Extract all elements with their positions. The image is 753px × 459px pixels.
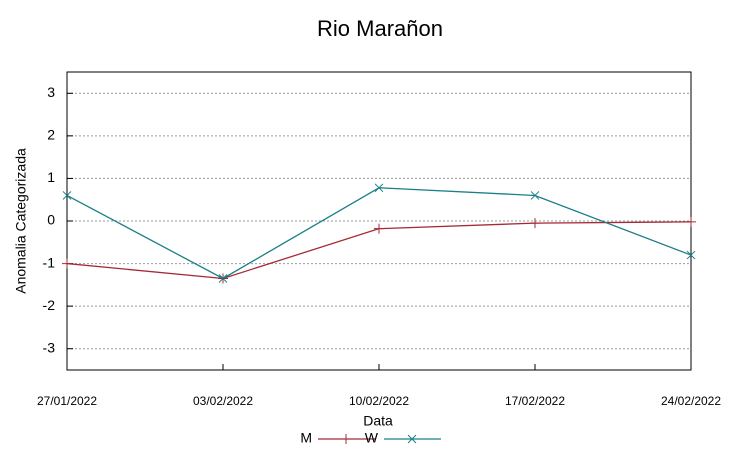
- y-axis-title: Anomalia Categorizada: [13, 148, 29, 294]
- x-tick-label: 10/02/2022: [349, 394, 409, 408]
- x-tick-label: 24/02/2022: [661, 394, 721, 408]
- y-tick-label: 3: [47, 84, 55, 100]
- y-tick-label: 1: [47, 169, 55, 185]
- point: [530, 191, 540, 200]
- point: [686, 250, 696, 260]
- point: [530, 218, 540, 229]
- x-tick-label: 27/01/2022: [37, 394, 97, 408]
- point: [374, 223, 384, 234]
- point: [374, 183, 384, 193]
- legend-marker: [407, 434, 417, 444]
- y-tick-label: 0: [47, 212, 55, 228]
- legend-marker: [341, 434, 351, 444]
- y-tick-label: 2: [47, 127, 55, 143]
- y-tick-label: -2: [43, 297, 56, 313]
- legend-label: M: [300, 430, 312, 446]
- x-tick-label: 03/02/2022: [193, 394, 253, 408]
- x-tick-label: 17/02/2022: [505, 394, 565, 408]
- point: [62, 191, 72, 200]
- legend-label: W: [365, 430, 379, 446]
- point: [218, 274, 228, 283]
- y-tick-label: -1: [43, 254, 56, 270]
- point: [62, 258, 72, 269]
- chart-title: Rio Marañon: [317, 16, 443, 41]
- point: [686, 216, 696, 227]
- x-axis-title: Data: [363, 413, 393, 429]
- y-tick-label: -3: [43, 339, 56, 355]
